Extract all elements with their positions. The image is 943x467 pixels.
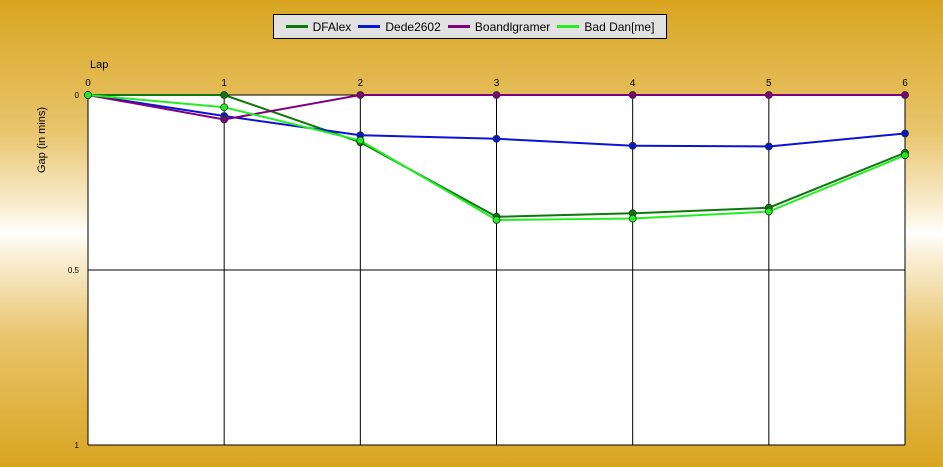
legend-swatch-dede2602 [358, 25, 381, 28]
legend-label-bad-dan: Bad Dan[me] [584, 19, 655, 34]
data-point [764, 207, 773, 216]
data-point [356, 136, 365, 145]
data-point [220, 91, 229, 99]
data-point [628, 141, 637, 150]
chart-legend: DFAlex Dede2602 Boandlgramer Bad Dan[me] [273, 14, 667, 39]
y-tick-label: 0 [75, 91, 80, 100]
x-tick-label: 2 [358, 78, 364, 89]
legend-item-dede2602: Dede2602 [358, 19, 441, 34]
data-point [356, 91, 365, 99]
data-point [492, 91, 501, 99]
legend-label-boandlgramer: Boandlgramer [474, 19, 551, 34]
data-point [764, 142, 773, 151]
legend-item-dfalex: DFAlex [285, 19, 352, 34]
x-axis-title: Lap [90, 59, 108, 71]
data-point [764, 91, 773, 99]
series-3 [84, 91, 909, 224]
data-point [220, 103, 229, 112]
x-tick-label: 3 [494, 78, 500, 89]
y-axis-title: Gap (in mins) [36, 107, 48, 173]
legend-label-dede2602: Dede2602 [385, 19, 441, 34]
series-lines [84, 91, 909, 224]
x-tick-label: 5 [766, 78, 772, 89]
legend-swatch-dfalex [285, 25, 308, 28]
y-tick-label: 0.5 [68, 266, 80, 275]
data-point [901, 151, 909, 160]
data-point [492, 216, 501, 224]
data-point [492, 134, 501, 143]
x-tick-label: 4 [630, 78, 636, 89]
legend-item-boandlgramer: Boandlgramer [447, 19, 551, 34]
data-point [628, 214, 637, 223]
legend-label-dfalex: DFAlex [312, 19, 352, 34]
x-tick-label: 1 [221, 78, 227, 89]
y-tick-label: 1 [75, 441, 80, 450]
data-point [901, 129, 909, 138]
data-point [628, 91, 637, 99]
legend-swatch-bad-dan [557, 25, 580, 28]
x-tick-label: 0 [85, 78, 91, 89]
data-point [220, 115, 229, 124]
x-tick-label: 6 [902, 78, 908, 89]
data-point [901, 91, 909, 99]
axes: 0 1 2 3 4 5 6 0 0.5 1 [68, 78, 908, 450]
legend-item-bad-dan: Bad Dan[me] [557, 20, 654, 34]
legend-swatch-boandlgramer [447, 25, 470, 28]
data-point [84, 91, 92, 99]
